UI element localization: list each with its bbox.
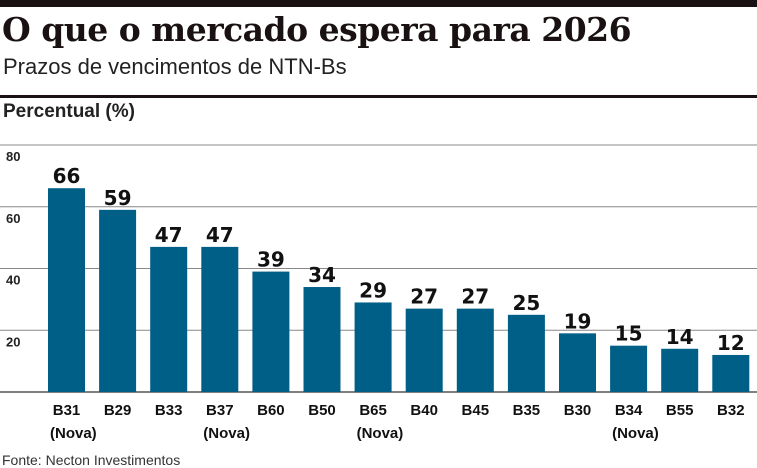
bar <box>559 333 596 392</box>
y-axis-label: Percentual (%) <box>3 101 135 122</box>
x-tick-label: B34 <box>615 402 643 419</box>
bar <box>610 345 648 392</box>
x-tick-label: B65 <box>359 402 387 419</box>
x-tick-label: B45 <box>462 402 490 419</box>
data-label: 14 <box>666 325 694 349</box>
x-tick-label: B37 <box>206 402 234 419</box>
data-label: 59 <box>104 186 132 210</box>
bar <box>150 246 188 392</box>
x-tick-sublabel: (Nova) <box>50 425 97 442</box>
data-label: 47 <box>155 223 183 247</box>
top-rule <box>0 0 757 7</box>
data-label: 12 <box>717 331 745 355</box>
x-tick-label: B29 <box>104 402 132 419</box>
y-tick-label: 80 <box>6 149 20 164</box>
x-tick-label: B50 <box>308 402 336 419</box>
y-tick-label: 20 <box>6 334 20 349</box>
x-tick-sublabel: (Nova) <box>357 425 404 442</box>
x-tick-label: B32 <box>717 402 745 419</box>
bar <box>405 308 443 392</box>
bar <box>507 314 545 392</box>
data-label: 27 <box>461 285 489 309</box>
y-tick-label: 60 <box>6 211 20 226</box>
data-label: 66 <box>53 164 81 188</box>
bar <box>252 271 290 392</box>
x-tick-label: B33 <box>155 402 183 419</box>
x-tick-label: B31 <box>53 402 81 419</box>
bar <box>303 287 341 392</box>
bar <box>712 354 750 392</box>
bar <box>661 348 699 392</box>
chart-subtitle: Prazos de vencimentos de NTN-Bs <box>3 54 347 79</box>
data-label: 27 <box>410 285 438 309</box>
data-label: 19 <box>564 309 592 333</box>
bar <box>99 209 137 392</box>
y-tick-label: 40 <box>6 273 20 288</box>
x-tick-label: B30 <box>564 402 592 419</box>
data-label: 34 <box>308 263 336 287</box>
data-label: 25 <box>512 291 540 315</box>
bar <box>201 246 239 392</box>
data-label: 29 <box>359 278 387 302</box>
data-label: 39 <box>257 248 285 272</box>
divider-rule <box>0 95 757 98</box>
x-tick-label: B40 <box>410 402 438 419</box>
x-tick-label: B60 <box>257 402 285 419</box>
x-tick-label: B55 <box>666 402 694 419</box>
data-label: 15 <box>615 322 643 346</box>
chart-title: O que o mercado espera para 2026 <box>2 10 632 49</box>
bar <box>456 308 494 392</box>
x-tick-sublabel: (Nova) <box>203 425 250 442</box>
bar <box>48 188 85 392</box>
x-tick-sublabel: (Nova) <box>612 425 659 442</box>
bar <box>354 302 392 392</box>
x-tick-label: B35 <box>513 402 541 419</box>
source-note: Fonte: Necton Investimentos <box>2 452 181 468</box>
data-label: 47 <box>206 223 234 247</box>
